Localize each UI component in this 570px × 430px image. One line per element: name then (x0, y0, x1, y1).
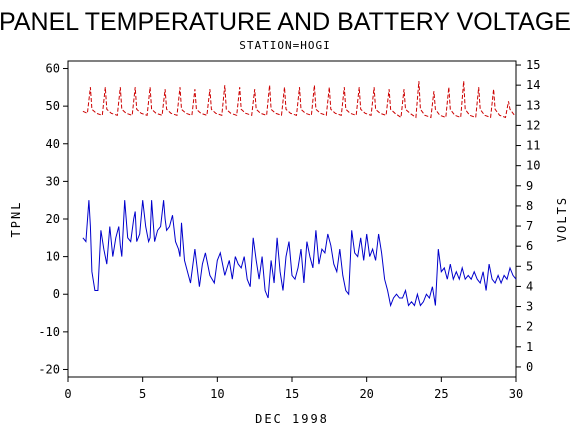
series-line-tpnl (82, 200, 517, 308)
y-right-tick-label: 0 (526, 360, 533, 374)
y-right-tick-label: 2 (526, 320, 533, 334)
y-right-tick-label: 4 (526, 279, 533, 293)
y-right-tick-label: 11 (526, 139, 540, 153)
y-left-tick-label: -20 (38, 362, 60, 376)
y-axis-left: -20 -10 0 10 20 30 40 50 60 (38, 62, 68, 376)
y-right-tick-label: 7 (526, 219, 533, 233)
chart-title: PANEL TEMPERATURE AND BATTERY VOLTAGE (0, 8, 570, 36)
x-axis: 0 5 10 15 20 25 30 (64, 377, 523, 401)
y-right-tick-label: 15 (526, 58, 540, 72)
y-right-tick-label: 9 (526, 179, 533, 193)
x-tick-label: 0 (64, 387, 71, 401)
y-left-tick-label: -10 (38, 325, 60, 339)
series-line-volts (82, 81, 515, 119)
y-left-tick-label: 0 (53, 287, 60, 301)
y-axis-right-label: VOLTS (555, 196, 569, 242)
y-left-tick-label: 40 (46, 137, 60, 151)
y-right-tick-label: 8 (526, 199, 533, 213)
chart-subtitle: STATION=HOGI (239, 39, 330, 52)
y-left-tick-label: 50 (46, 99, 60, 113)
x-tick-label: 10 (210, 387, 224, 401)
y-left-tick-label: 60 (46, 62, 60, 76)
x-tick-label: 30 (509, 387, 523, 401)
x-tick-label: 25 (434, 387, 448, 401)
x-tick-label: 15 (285, 387, 299, 401)
x-axis-label: DEC 1998 (255, 412, 329, 426)
y-left-tick-label: 10 (46, 250, 60, 264)
y-right-tick-label: 14 (526, 78, 540, 92)
y-right-tick-label: 12 (526, 118, 540, 132)
series-layer (82, 81, 517, 308)
y-right-tick-label: 6 (526, 239, 533, 253)
y-left-tick-label: 20 (46, 212, 60, 226)
x-tick-label: 20 (359, 387, 373, 401)
x-tick-label: 5 (139, 387, 146, 401)
y-left-tick-label: 30 (46, 174, 60, 188)
y-right-tick-label: 10 (526, 159, 540, 173)
y-right-tick-label: 5 (526, 259, 533, 273)
y-axis-left-label: TPNL (9, 201, 23, 238)
y-right-tick-label: 1 (526, 340, 533, 354)
y-right-tick-label: 13 (526, 98, 540, 112)
y-right-tick-label: 3 (526, 300, 533, 314)
